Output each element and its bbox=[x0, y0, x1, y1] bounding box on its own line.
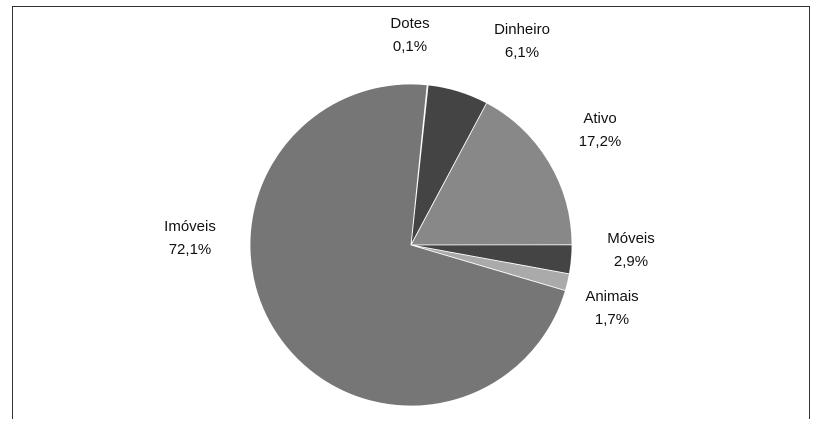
slice-value-label: 72,1% bbox=[169, 241, 212, 258]
slice-label: Dotes bbox=[390, 15, 429, 32]
pie-slice bbox=[249, 83, 566, 407]
slice-value-label: 0,1% bbox=[393, 38, 427, 55]
slice-value-label: 6,1% bbox=[505, 44, 539, 61]
slice-value-label: 1,7% bbox=[595, 311, 629, 328]
slice-label: Animais bbox=[585, 288, 638, 305]
slice-label: Ativo bbox=[583, 110, 616, 127]
slice-label: Imóveis bbox=[164, 218, 216, 235]
slice-value-label: 17,2% bbox=[579, 133, 622, 150]
slice-label: Móveis bbox=[607, 230, 655, 247]
slice-label: Dinheiro bbox=[494, 21, 550, 38]
pie-slice bbox=[410, 102, 573, 246]
slice-value-label: 2,9% bbox=[614, 253, 648, 270]
frame bbox=[12, 6, 810, 424]
